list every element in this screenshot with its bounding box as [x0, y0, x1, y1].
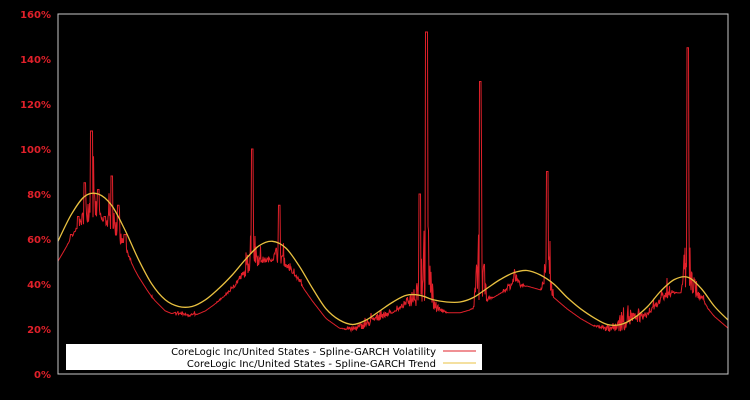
y-tick-label: 40%: [27, 280, 51, 291]
y-tick-label: 120%: [20, 100, 51, 111]
volatility-series-line: [57, 31, 729, 333]
plot-area: [57, 31, 729, 333]
trend-series-line: [57, 192, 729, 326]
y-tick-label: 60%: [27, 235, 51, 246]
y-tick-label: 20%: [27, 325, 51, 336]
y-axis-ticks: 0% 20% 40% 60% 80% 100% 120% 140% 160%: [20, 10, 51, 381]
y-tick-label: 160%: [20, 10, 51, 21]
y-tick-label: 0%: [34, 370, 51, 381]
y-tick-label: 100%: [20, 145, 51, 156]
legend-label-trend: CoreLogic Inc/United States - Spline-GAR…: [187, 359, 436, 370]
legend: CoreLogic Inc/United States - Spline-GAR…: [66, 344, 482, 370]
legend-box: [66, 344, 482, 370]
plot-frame: [57, 13, 729, 375]
y-tick-label: 80%: [27, 190, 51, 201]
legend-label-volatility: CoreLogic Inc/United States - Spline-GAR…: [171, 347, 436, 358]
y-tick-label: 140%: [20, 55, 51, 66]
